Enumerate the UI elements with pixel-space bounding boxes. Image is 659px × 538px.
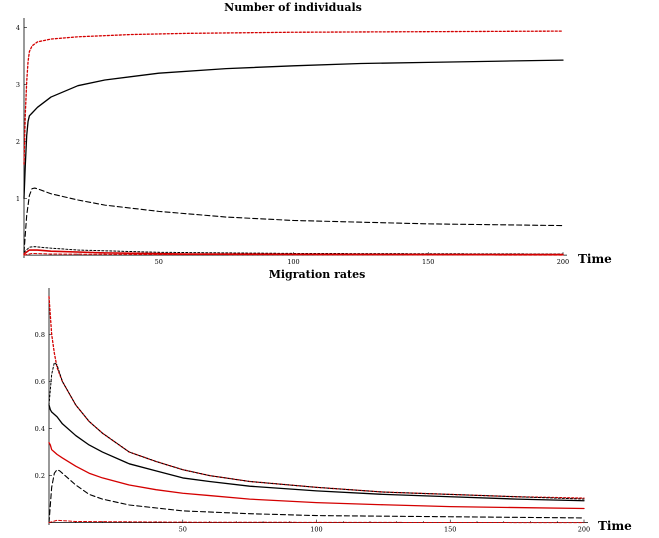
x-tick-label: 150	[422, 258, 434, 266]
x-tick-label: 150	[444, 526, 456, 534]
y-tick-label: 0.6	[35, 378, 45, 386]
series-line-4	[23, 246, 564, 255]
series-line-4	[48, 441, 585, 510]
x-tick-label: 200	[557, 258, 569, 266]
chart-title: Number of individuals	[224, 1, 362, 14]
y-tick-label: 4	[16, 24, 20, 32]
x-tick-label: 50	[155, 258, 163, 266]
chart-migration-rates: Migration rates Time 50 100 150 200 0.2 0.4 0.…	[35, 268, 633, 534]
series-line-3	[23, 187, 564, 253]
series-line-3	[48, 404, 585, 502]
series-line-2	[23, 59, 564, 199]
series-line-1	[23, 30, 564, 165]
y-tick-label: 0.4	[35, 425, 45, 433]
y-tick-label: 0.8	[35, 331, 45, 339]
x-tick-label: 50	[179, 526, 187, 534]
x-tick-label: 200	[578, 526, 590, 534]
y-tick-label: 0.2	[35, 472, 45, 480]
y-tick-label: 1	[16, 195, 20, 203]
x-tick-label: 100	[287, 258, 299, 266]
x-axis-label: Time	[578, 252, 612, 266]
y-tick-label: 3	[16, 81, 20, 89]
chart-number-of-individuals: Number of individuals Time 50 100 150 200 1 2…	[16, 1, 612, 266]
series-line-2	[48, 362, 585, 500]
series-line-6	[48, 519, 585, 524]
y-tick-label: 2	[16, 138, 20, 146]
series-line-5	[48, 469, 585, 524]
series-line-5	[23, 249, 564, 256]
x-axis-label: Time	[598, 519, 632, 533]
series-line-6	[23, 252, 564, 256]
x-tick-label: 100	[310, 526, 322, 534]
series-line-1	[48, 296, 585, 499]
chart-title: Migration rates	[269, 268, 366, 281]
